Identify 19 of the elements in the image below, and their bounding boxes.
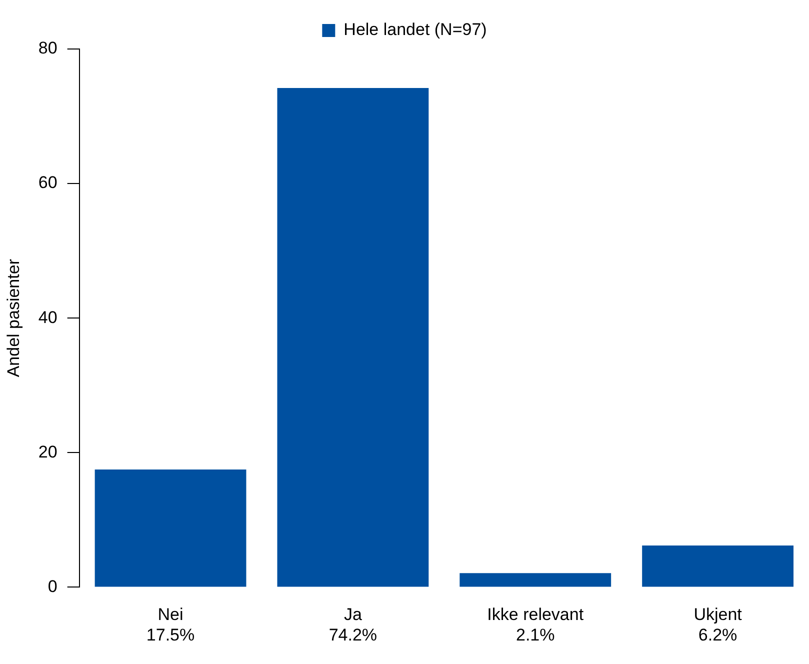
bar	[277, 88, 429, 587]
data-label: 17.5%	[146, 625, 195, 644]
y-tick-label: 40	[38, 308, 58, 327]
legend-label: Hele landet (N=97)	[344, 20, 487, 40]
y-tick-label: 0	[48, 576, 58, 596]
y-tick-label: 60	[38, 173, 58, 192]
x-tick-label: Ukjent	[694, 605, 742, 624]
data-label: 2.1%	[516, 625, 555, 644]
y-tick-label: 20	[38, 442, 58, 462]
x-tick-label: Ja	[344, 605, 362, 624]
bar	[642, 545, 794, 587]
bar	[460, 573, 612, 587]
bar	[94, 469, 246, 587]
y-axis-title: Andel pasienter	[4, 258, 23, 378]
data-label: 6.2%	[698, 625, 738, 644]
x-tick-label: Ikke relevant	[487, 605, 584, 624]
data-label: 74.2%	[328, 625, 378, 644]
y-tick-label: 80	[38, 38, 58, 58]
x-tick-label: Nei	[158, 605, 184, 624]
